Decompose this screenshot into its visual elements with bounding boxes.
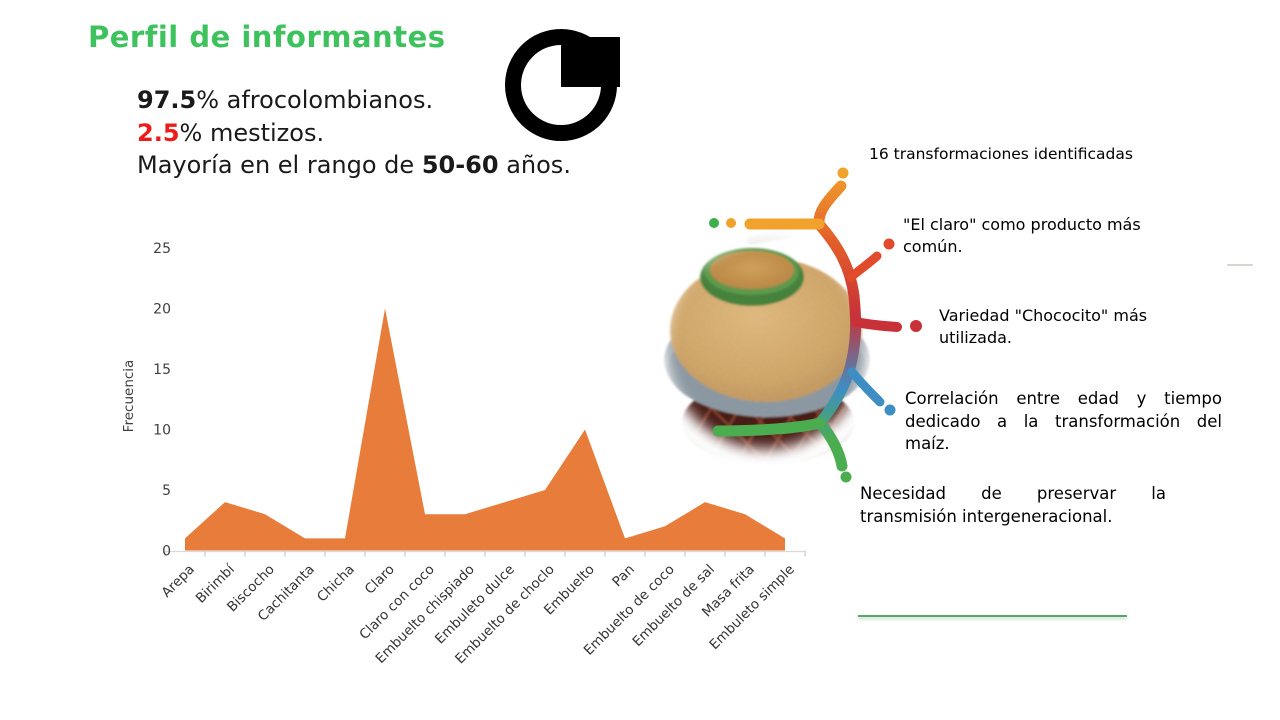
stat-label-mestizos: % mestizos. (179, 118, 325, 147)
y-tick-label: 0 (162, 544, 171, 560)
green-underline (858, 615, 1127, 617)
stat-line-mestizos: 2.5% mestizos. (137, 117, 571, 150)
tree-branch-green (712, 417, 826, 437)
tree-node-dot-top-orange (837, 167, 849, 179)
tree-node-dot-blue (884, 404, 896, 416)
tree-branch-blue (847, 367, 885, 407)
y-axis-title: Frecuencia (121, 360, 137, 433)
tree-node-dot-crimson (910, 320, 922, 332)
tree-branch-red (846, 251, 882, 282)
y-tick-label: 10 (153, 423, 171, 439)
pie-ring (505, 29, 617, 141)
area-series (185, 308, 785, 551)
y-tick-label: 25 (153, 241, 171, 257)
x-tick-label: Chicha (314, 562, 358, 606)
tree-node-dot-red (883, 238, 895, 250)
frequency-area-chart: 0510152025ArepaBirimbíBiscochoCachitanta… (121, 241, 806, 667)
dash-decoration (1227, 264, 1253, 266)
stat-value-mestizos: 2.5 (137, 118, 180, 147)
stat-value-age-range: 50-60 (421, 151, 499, 179)
branch-tree-diagram (709, 167, 922, 483)
stat-label-afrocolombianos: % afrocolombianos. (196, 86, 434, 114)
finding-el-claro: "El claro" como producto más común. (903, 215, 1141, 256)
finding-transmision: Necesidad de preservar la transmisión in… (860, 484, 1166, 526)
bowl-of-maize-grains-photo (635, 209, 897, 479)
informant-profile-text: 97.5% afrocolombianos. 2.5% mestizos. Ma… (137, 84, 571, 182)
page-title: Perfil de informantes (88, 20, 446, 54)
stat-value-afrocolombianos: 97.5 (137, 86, 197, 114)
stat-line-age-range: Mayoría en el rango de 50-60 años. (137, 151, 571, 179)
tree-node-dot-bottom-green (840, 471, 852, 483)
stat-line-afrocolombianos: 97.5% afrocolombianos. (137, 84, 571, 117)
y-tick-label: 5 (162, 483, 171, 499)
tree-node-dot-left-orange (726, 218, 736, 228)
x-tick-label: Claro (362, 562, 398, 598)
finding-correlacion: Correlación entre edad y tiempo dedicado… (905, 389, 1222, 453)
y-tick-label: 20 (153, 302, 171, 318)
pie-chart-icon (505, 29, 620, 141)
x-tick-label: Pan (609, 562, 638, 591)
finding-chococito: Variedad "Chococito" más utilizada. (939, 306, 1148, 347)
tree-branch-crimson (851, 317, 902, 332)
finding-transformations-count: 16 transformaciones identificadas (869, 145, 1133, 163)
tree-node-dot-left-green (709, 218, 719, 228)
y-tick-label: 15 (153, 362, 171, 378)
